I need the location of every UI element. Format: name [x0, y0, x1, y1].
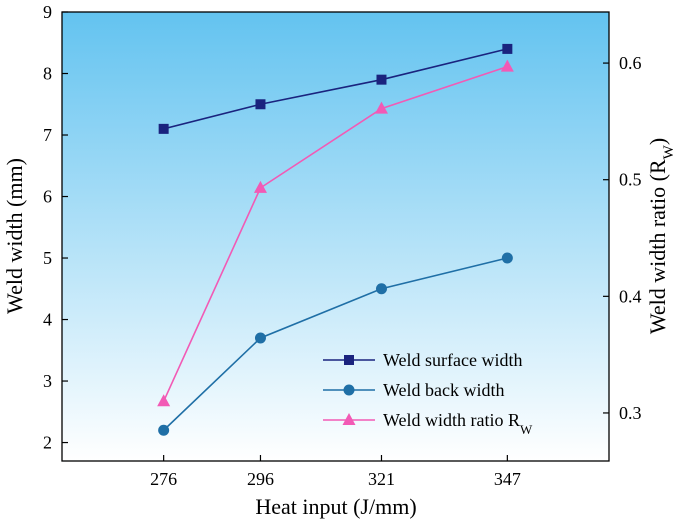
data-point: [500, 59, 514, 72]
x-tick-label: 296: [247, 469, 274, 489]
legend-item: Weld width ratio RW: [323, 410, 533, 437]
data-point: [375, 283, 387, 295]
y-tick-label: 6: [43, 187, 52, 207]
x-tick-label: 347: [494, 469, 521, 489]
y-tick-label: 3: [43, 371, 52, 391]
x-tick-label: 276: [150, 469, 177, 489]
y-tick-label: 2: [43, 433, 52, 453]
plot-background: [62, 12, 609, 461]
legend-marker: [344, 355, 354, 365]
data-point: [157, 394, 171, 407]
legend-label: Weld width ratio RW: [383, 410, 533, 437]
y-tick-label: 5: [43, 248, 52, 268]
y-tick-label: 4: [43, 310, 52, 330]
legend-marker: [343, 384, 355, 396]
x-tick-label: 321: [368, 469, 395, 489]
series-line: [163, 257, 508, 431]
data-point: [376, 74, 387, 85]
x-axis-title: Heat input (J/mm): [255, 494, 416, 519]
data-point: [254, 332, 266, 344]
y-axis-title: Weld width (mm): [2, 158, 27, 314]
y-tick-label: 7: [43, 125, 52, 145]
data-point: [158, 123, 169, 134]
y2-tick-label: 0.4: [619, 286, 642, 306]
legend-item: Weld back width: [323, 380, 505, 400]
data-point: [501, 252, 513, 264]
y2-axis-title: Weld width ratio (RW): [645, 138, 677, 334]
plot-frame: [61, 11, 610, 462]
y-tick-label: 9: [43, 2, 52, 22]
y2-tick-label: 0.5: [619, 170, 642, 190]
y2-tick-label: 0.3: [619, 403, 642, 423]
data-point: [374, 101, 388, 114]
y-tick-label: 8: [43, 64, 52, 84]
legend-label: Weld surface width: [383, 350, 523, 370]
legend-label: Weld back width: [383, 380, 505, 400]
data-point: [253, 180, 267, 193]
series-triangle: [157, 59, 514, 407]
data-point: [502, 43, 513, 54]
data-point: [255, 99, 266, 110]
y2-tick-label: 0.6: [619, 53, 642, 73]
legend-marker: [342, 413, 356, 425]
series-line: [162, 65, 508, 402]
series-line: [163, 48, 508, 130]
legend: Weld surface width Weld back width Weld wi…: [323, 350, 533, 437]
data-point: [158, 424, 170, 436]
legend-item: Weld surface width: [323, 350, 523, 370]
series-square: [158, 43, 513, 134]
series-circle: [158, 252, 513, 436]
